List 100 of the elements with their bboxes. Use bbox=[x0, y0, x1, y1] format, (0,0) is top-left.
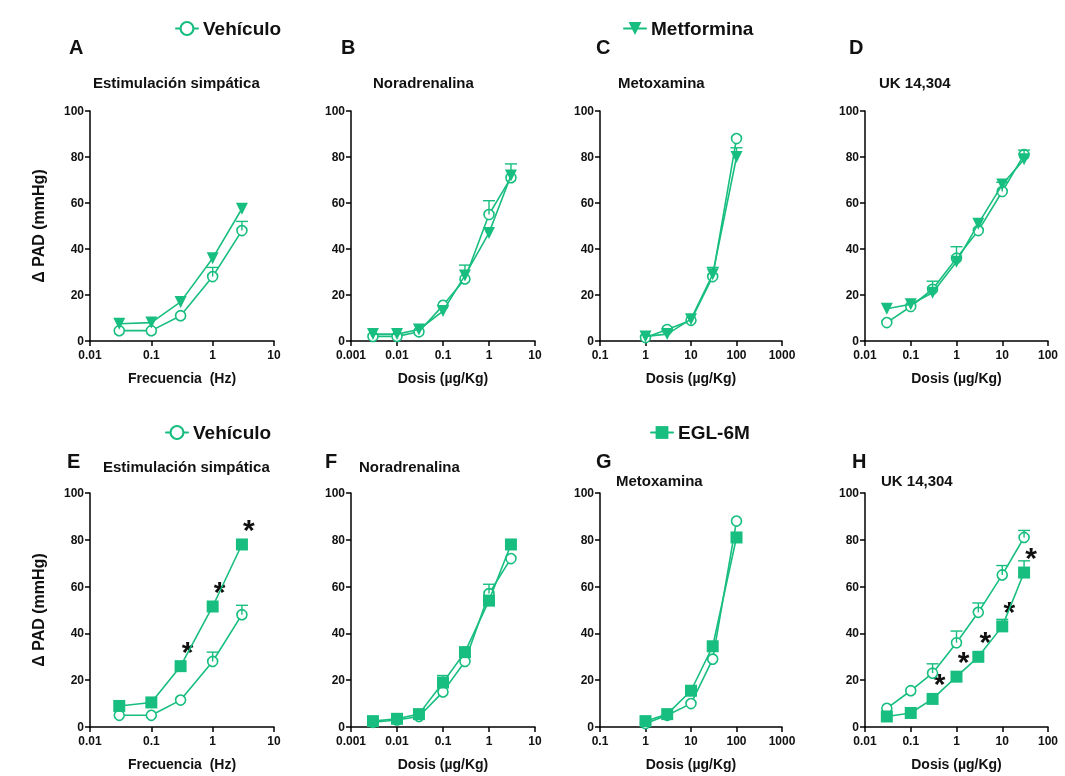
x-axis-title: Dosis (µg/Kg) bbox=[645, 756, 737, 772]
x-tick-label: 0.01 bbox=[853, 348, 877, 362]
chart-title: D bbox=[849, 36, 864, 58]
x-tick-label: 10 bbox=[267, 734, 281, 748]
y-tick-label: 80 bbox=[580, 150, 595, 164]
y-tick-label: 40 bbox=[70, 242, 85, 256]
x-tick-label: 0.1 bbox=[434, 348, 452, 362]
x-tick-label: 0.01 bbox=[385, 734, 409, 748]
x-tick-label: 10 bbox=[995, 734, 1010, 748]
y-tick-label: 80 bbox=[70, 150, 85, 164]
x-tick-label: 0.1 bbox=[902, 348, 920, 362]
x-tick-label: 1 bbox=[209, 734, 217, 748]
y-axis-title: Δ PAD (mmHg) bbox=[29, 553, 47, 667]
chart-subtitle: UK 14,304 bbox=[881, 472, 954, 489]
y-tick-label: 0 bbox=[852, 720, 860, 734]
x-tick-label: 10 bbox=[528, 734, 542, 748]
x-tick-label: 1 bbox=[953, 348, 961, 362]
chart-subtitle: Metoxamina bbox=[618, 74, 706, 91]
y-tick-label: 100 bbox=[573, 104, 595, 118]
annotation: * bbox=[1025, 541, 1038, 575]
chart-subtitle: Estimulación simpática bbox=[93, 74, 261, 91]
y-tick-label: 20 bbox=[845, 288, 860, 302]
y-tick-label: 60 bbox=[70, 196, 85, 210]
y-tick-label: 60 bbox=[70, 579, 85, 594]
x-tick-label: 1 bbox=[209, 348, 217, 362]
x-axis-title: Frecuencia (Hz) bbox=[127, 756, 237, 772]
chart-title: H bbox=[852, 450, 867, 472]
x-tick-label: 0.001 bbox=[335, 734, 367, 748]
y-tick-label: 0 bbox=[338, 720, 346, 734]
x-tick-label: 0.01 bbox=[78, 734, 102, 748]
legend-label: EGL-6M bbox=[678, 422, 750, 443]
y-tick-label: 80 bbox=[70, 532, 85, 547]
x-tick-label: 100 bbox=[1037, 348, 1059, 362]
x-axis-title: Dosis (µg/Kg) bbox=[397, 370, 489, 386]
x-tick-label: 0.1 bbox=[591, 348, 609, 362]
y-tick-label: 0 bbox=[587, 334, 595, 348]
x-tick-label: 100 bbox=[726, 734, 747, 748]
x-tick-label: 10 bbox=[528, 348, 542, 362]
x-tick-label: 0.01 bbox=[78, 348, 102, 362]
x-tick-label: 1000 bbox=[768, 348, 796, 362]
x-tick-label: 0.1 bbox=[591, 734, 609, 748]
annotation: * bbox=[933, 667, 946, 701]
y-tick-label: 40 bbox=[845, 242, 860, 256]
x-axis-title: Dosis (µg/Kg) bbox=[911, 756, 1002, 772]
y-tick-label: 40 bbox=[331, 626, 346, 641]
y-tick-label: 100 bbox=[63, 104, 85, 118]
x-axis-title: Dosis (µg/Kg) bbox=[911, 370, 1002, 386]
y-tick-label: 80 bbox=[845, 150, 860, 164]
x-tick-label: 10 bbox=[684, 348, 698, 362]
y-tick-label: 0 bbox=[587, 720, 595, 734]
y-tick-label: 100 bbox=[63, 486, 85, 500]
x-axis-title: Frecuencia (Hz) bbox=[127, 370, 237, 386]
y-tick-label: 20 bbox=[70, 673, 85, 688]
chart-subtitle: Estimulación simpática bbox=[103, 458, 271, 475]
y-tick-label: 60 bbox=[580, 579, 595, 594]
y-tick-label: 100 bbox=[324, 486, 346, 500]
x-tick-label: 1 bbox=[642, 734, 650, 748]
chart-title: E bbox=[67, 450, 81, 472]
y-tick-label: 100 bbox=[838, 104, 860, 118]
y-tick-label: 60 bbox=[845, 579, 860, 594]
y-axis-title: Δ PAD (mmHg) bbox=[29, 169, 47, 283]
annotation: * bbox=[957, 645, 970, 679]
y-tick-label: 40 bbox=[845, 626, 860, 641]
chart-title: B bbox=[341, 36, 356, 58]
y-tick-label: 20 bbox=[580, 673, 595, 688]
x-tick-label: 0.001 bbox=[335, 348, 367, 362]
y-tick-label: 40 bbox=[580, 242, 595, 256]
y-tick-label: 60 bbox=[331, 579, 346, 594]
y-tick-label: 20 bbox=[70, 288, 85, 302]
x-tick-label: 1 bbox=[485, 734, 493, 748]
y-tick-label: 0 bbox=[77, 720, 85, 734]
y-tick-label: 80 bbox=[331, 532, 346, 547]
y-tick-label: 40 bbox=[70, 626, 85, 641]
y-tick-label: 60 bbox=[845, 196, 860, 210]
x-tick-label: 10 bbox=[267, 348, 281, 362]
chart-subtitle: Metoxamina bbox=[616, 472, 704, 489]
y-tick-label: 60 bbox=[580, 196, 595, 210]
x-tick-label: 1 bbox=[953, 734, 961, 748]
chart-title: F bbox=[325, 450, 338, 472]
chart-title: A bbox=[69, 36, 84, 58]
y-tick-label: 20 bbox=[331, 288, 346, 302]
x-tick-label: 100 bbox=[726, 348, 747, 362]
x-tick-label: 0.1 bbox=[434, 734, 452, 748]
x-tick-label: 0.1 bbox=[902, 734, 920, 748]
y-tick-label: 20 bbox=[580, 288, 595, 302]
y-tick-label: 100 bbox=[573, 486, 595, 500]
y-tick-label: 80 bbox=[845, 532, 860, 547]
y-tick-label: 20 bbox=[845, 673, 860, 688]
x-axis-title: Dosis (µg/Kg) bbox=[397, 756, 489, 772]
y-tick-label: 0 bbox=[852, 334, 860, 348]
x-tick-label: 0.1 bbox=[142, 734, 160, 748]
x-tick-label: 0.1 bbox=[142, 348, 160, 362]
legend-label: Vehículo bbox=[193, 422, 272, 443]
x-tick-label: 1000 bbox=[768, 734, 796, 748]
chart-title: C bbox=[596, 36, 611, 58]
chart-subtitle: Noradrenalina bbox=[373, 74, 475, 91]
x-tick-label: 0.01 bbox=[385, 348, 409, 362]
legend-label: Metformina bbox=[651, 18, 754, 39]
y-tick-label: 0 bbox=[338, 334, 346, 348]
chart-subtitle: UK 14,304 bbox=[879, 74, 952, 91]
